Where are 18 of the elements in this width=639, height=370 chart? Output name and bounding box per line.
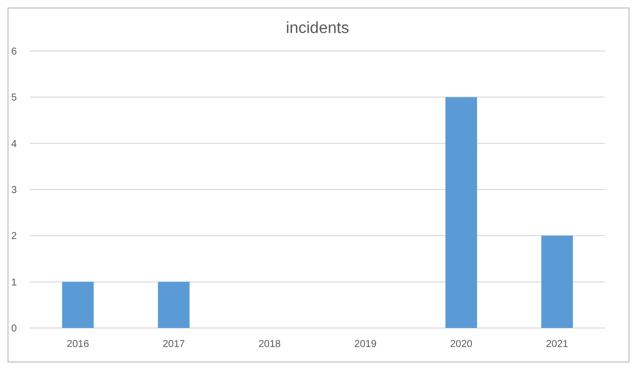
x-tick-label: 2019 (354, 339, 377, 350)
y-tick-label: 5 (11, 92, 18, 104)
bar (541, 236, 573, 328)
y-tick-label: 6 (11, 46, 18, 58)
y-tick-label: 4 (11, 138, 18, 150)
x-tick-label: 2021 (546, 339, 569, 350)
y-tick-label: 0 (11, 324, 18, 334)
bar (445, 97, 478, 328)
y-tick-label: 2 (11, 231, 18, 242)
bar (62, 282, 94, 328)
y-tick-label: 3 (11, 185, 18, 196)
bar (158, 282, 190, 328)
x-tick-label: 2016 (66, 339, 90, 350)
y-tick-label: 1 (11, 277, 18, 288)
x-tick-label: 2018 (258, 339, 282, 350)
chart-title: incidents (286, 20, 350, 37)
x-tick-label: 2017 (162, 339, 186, 350)
x-tick-label: 2020 (450, 339, 473, 350)
